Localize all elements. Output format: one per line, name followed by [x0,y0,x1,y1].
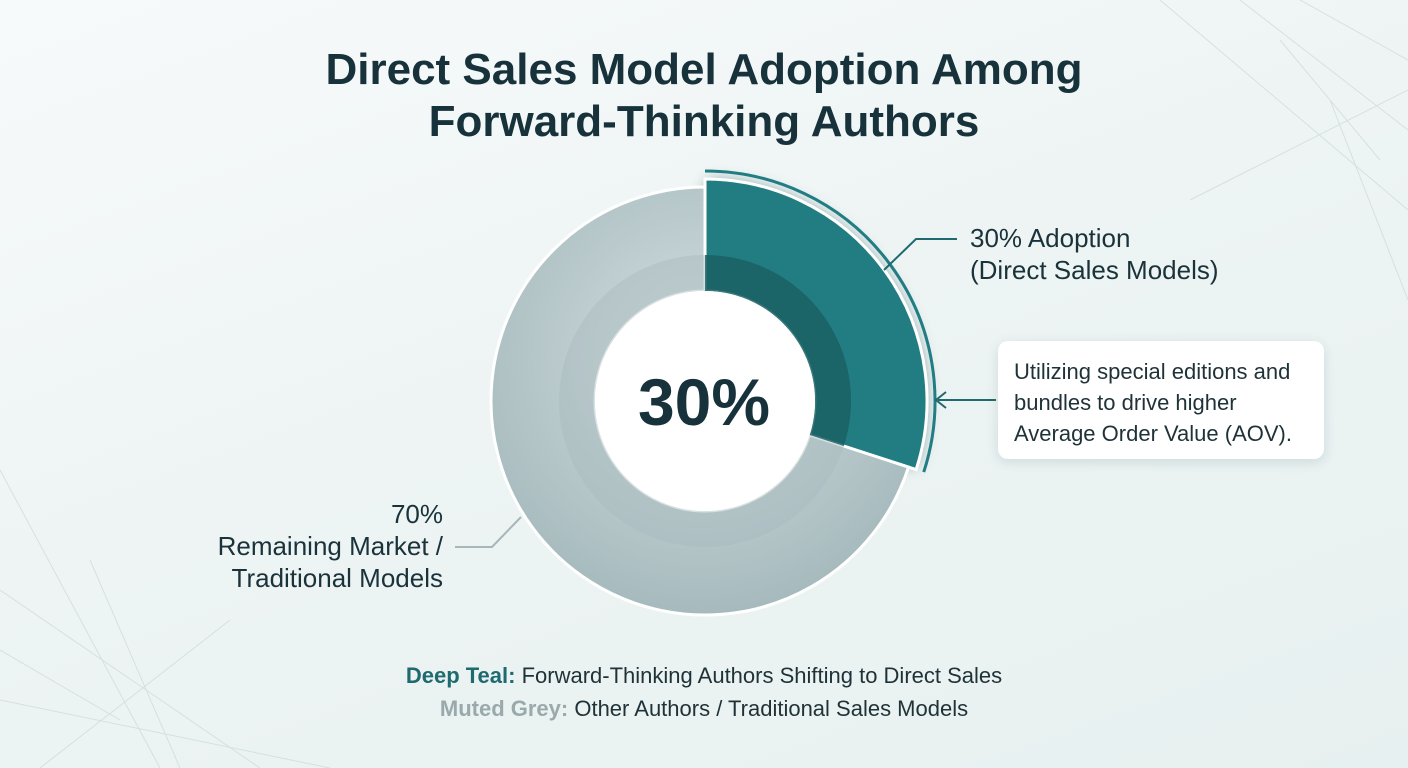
legend-item-grey: Muted Grey: Other Authors / Traditional … [0,692,1408,725]
legend: Deep Teal: Forward-Thinking Authors Shif… [0,659,1408,725]
remaining-leader-line [455,516,522,548]
legend-key-grey: Muted Grey [439,696,561,721]
donut-center-value: 30% [637,365,771,439]
donut-inner-rings [559,255,851,547]
callout-box: Utilizing special editions and bundles t… [998,341,1324,459]
remaining-label-line-3: Traditional Models [231,563,443,593]
slice-direct-sales-inner-band [705,255,851,447]
adoption-label-line-2: (Direct Sales Models) [970,255,1219,285]
legend-text-grey: Other Authors / Traditional Sales Models [568,696,969,721]
remaining-label-line-1: 70% [390,499,443,529]
slice-direct-sales-accent-arc [704,169,937,473]
donut-center-hole [595,291,815,511]
remaining-slice-label: 70% Remaining Market / Traditional Model… [218,498,443,594]
chart-title: Direct Sales Model Adoption Among Forwar… [0,44,1408,148]
legend-key-teal: Deep Teal [405,663,509,688]
chart-title-line-2: Forward-Thinking Authors [428,97,980,146]
legend-sep-teal: : [508,663,516,688]
adoption-leader-line [883,238,957,271]
adoption-slice-label: 30% Adoption (Direct Sales Models) [970,222,1219,286]
chart-title-line-1: Direct Sales Model Adoption Among [325,45,1083,94]
legend-item-teal: Deep Teal: Forward-Thinking Authors Shif… [0,659,1408,692]
adoption-label-line-1: 30% Adoption [970,223,1131,253]
legend-sep-grey: : [560,696,569,721]
remaining-label-line-2: Remaining Market / [217,531,443,561]
callout-arrow-head [934,391,947,409]
legend-text-teal: Forward-Thinking Authors Shifting to Dir… [515,663,1003,688]
